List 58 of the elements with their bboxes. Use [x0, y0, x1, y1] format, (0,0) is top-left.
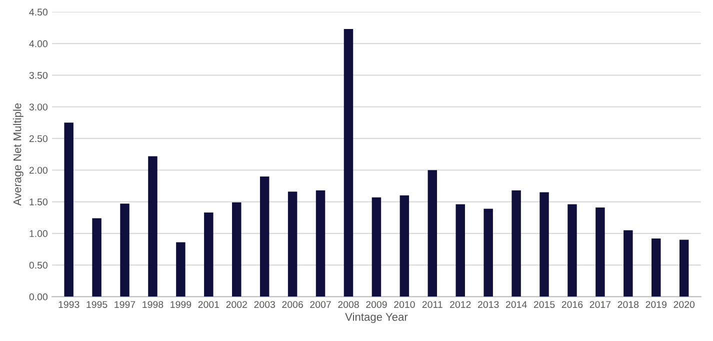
bar [400, 195, 410, 297]
x-axis-title: Vintage Year [345, 312, 408, 324]
y-tick-label: 2.00 [29, 166, 48, 174]
bar [596, 207, 605, 297]
y-tick-label: 2.50 [29, 135, 48, 142]
y-tick-label: 1.00 [30, 230, 48, 238]
y-tick-label: 3.50 [29, 72, 48, 79]
x-tick-label: 2015 [534, 301, 555, 308]
bar [540, 192, 549, 297]
x-tick-label: 2011 [422, 301, 442, 308]
x-tick-label: 1997 [114, 301, 136, 308]
x-tick-label: 2014 [506, 301, 527, 308]
bar [316, 190, 326, 297]
x-tick-label: 2018 [618, 301, 639, 308]
x-tick-label: 2016 [562, 301, 583, 308]
x-tick-label: 2007 [310, 301, 331, 308]
bar [176, 242, 186, 297]
x-tick-label: 2010 [394, 301, 415, 308]
x-tick-label: 2019 [646, 301, 666, 308]
y-tick-label: 0.00 [29, 293, 48, 300]
x-tick-label: 2008 [338, 301, 359, 308]
bar [652, 238, 661, 297]
bar [484, 208, 493, 297]
x-tick-label: 2003 [254, 301, 275, 308]
y-tick-label: 3.00 [29, 104, 48, 110]
x-tick-label: 2013 [478, 301, 499, 308]
x-tick-label: 2020 [674, 301, 695, 308]
x-tick-label: 1999 [170, 301, 192, 308]
y-tick-label: 4.50 [29, 8, 48, 16]
bar [148, 156, 158, 297]
bar [92, 218, 102, 297]
bar [456, 204, 465, 297]
x-tick-label: 2002 [226, 301, 247, 308]
x-tick-label: 2006 [282, 301, 303, 308]
x-tick-label: 1998 [142, 301, 164, 308]
bar [372, 197, 382, 297]
bar [232, 202, 242, 297]
bar [120, 204, 130, 297]
x-tick-label: 1995 [86, 301, 108, 308]
y-tick-label: 4.00 [29, 40, 48, 48]
bar [568, 204, 577, 297]
bar [679, 240, 689, 297]
bar [624, 230, 633, 297]
bar [64, 122, 74, 297]
x-tick-label: 2009 [366, 301, 387, 308]
bar [512, 190, 521, 297]
x-tick-label: 2001 [198, 301, 220, 308]
bar [428, 170, 438, 297]
x-tick-label: 2012 [450, 301, 471, 308]
bar [204, 212, 214, 297]
bar [288, 192, 298, 297]
y-axis-title: Average Net Multiple [13, 103, 24, 206]
x-tick-label: 1993 [58, 301, 80, 308]
bar [260, 176, 270, 297]
y-tick-label: 0.50 [29, 262, 48, 269]
x-tick-label: 2017 [590, 301, 611, 308]
y-tick-label: 1.50 [30, 198, 48, 206]
bar [344, 29, 354, 297]
